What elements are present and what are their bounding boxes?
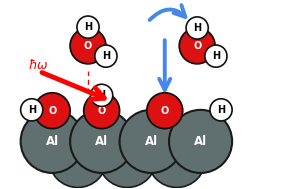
Circle shape	[119, 110, 183, 173]
Text: Al: Al	[145, 135, 158, 148]
Circle shape	[70, 28, 106, 64]
Circle shape	[34, 93, 70, 129]
Text: Al: Al	[46, 135, 59, 148]
Text: H: H	[28, 105, 36, 115]
Circle shape	[95, 45, 117, 67]
Text: O: O	[48, 106, 56, 116]
Circle shape	[21, 99, 43, 121]
Circle shape	[21, 110, 84, 173]
Circle shape	[98, 129, 156, 187]
Text: O: O	[161, 106, 169, 116]
Text: H: H	[212, 51, 220, 61]
Circle shape	[148, 129, 206, 187]
Circle shape	[77, 16, 99, 38]
Text: H: H	[217, 105, 225, 115]
Circle shape	[179, 28, 215, 64]
Circle shape	[169, 110, 232, 173]
Circle shape	[91, 84, 113, 106]
Text: H: H	[193, 23, 201, 33]
Circle shape	[70, 110, 133, 173]
Text: H: H	[102, 51, 110, 61]
Text: O: O	[98, 106, 106, 116]
Text: H: H	[84, 22, 92, 32]
Text: H: H	[98, 90, 106, 100]
Circle shape	[49, 129, 107, 187]
Text: $\hbar\omega$: $\hbar\omega$	[28, 58, 49, 72]
Circle shape	[210, 99, 232, 121]
Text: O: O	[193, 41, 201, 51]
Circle shape	[205, 45, 227, 67]
Text: Al: Al	[194, 135, 207, 148]
Text: Al: Al	[95, 135, 108, 148]
Text: O: O	[84, 41, 92, 51]
Circle shape	[186, 17, 208, 39]
Circle shape	[147, 93, 183, 129]
Circle shape	[84, 93, 119, 129]
